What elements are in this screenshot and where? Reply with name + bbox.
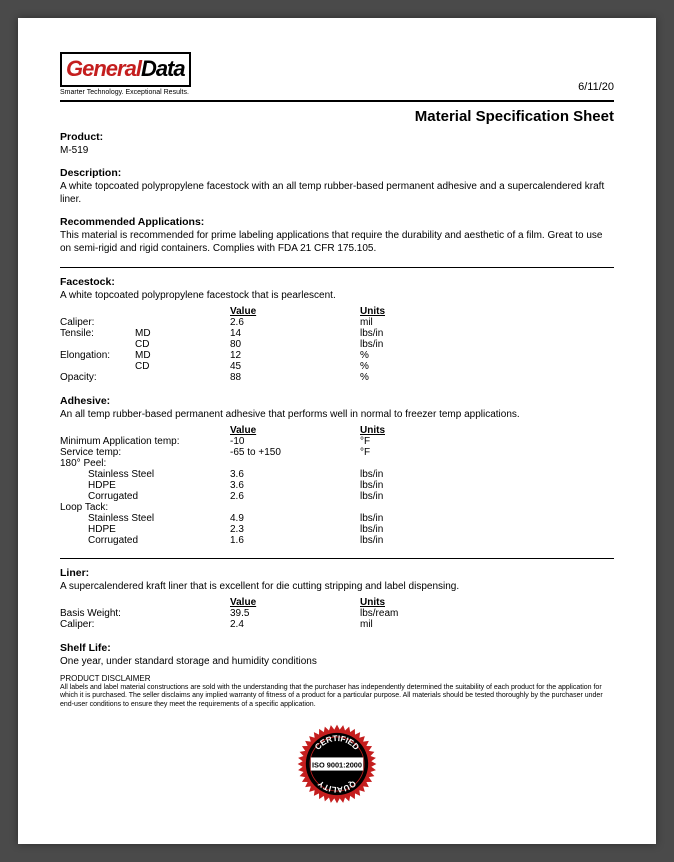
facestock-label: Facestock: [60, 276, 614, 288]
shelf-label: Shelf Life: [60, 642, 614, 654]
product-value: M-519 [60, 144, 614, 157]
logo-box: GeneralData [60, 52, 191, 87]
shelf-text: One year, under standard storage and hum… [60, 655, 614, 668]
table-header: Value Units [60, 306, 614, 317]
loop-tack-label: Loop Tack: [60, 502, 614, 513]
col-value: Value [230, 425, 360, 436]
adhesive-label: Adhesive: [60, 395, 614, 407]
recommended-text: This material is recommended for prime l… [60, 229, 614, 255]
recommended-label: Recommended Applications: [60, 216, 614, 228]
table-row: Tensile:MD14lbs/in [60, 328, 614, 339]
divider-2 [60, 558, 614, 559]
table-row: CD45% [60, 361, 614, 372]
col-units: Units [360, 425, 480, 436]
table-row: CD80lbs/in [60, 339, 614, 350]
table-row: HDPE3.6lbs/in [60, 480, 614, 491]
table-row: Stainless Steel3.6lbs/in [60, 469, 614, 480]
disclaimer-text: All labels and label material constructi… [60, 684, 614, 709]
table-header: Value Units [60, 597, 614, 608]
liner-label: Liner: [60, 567, 614, 579]
table-row: Elongation:MD12% [60, 350, 614, 361]
adhesive-table: Value Units Minimum Application temp:-10… [60, 425, 614, 546]
logo-text: GeneralData [66, 56, 185, 81]
header-rule [60, 100, 614, 102]
col-units: Units [360, 597, 480, 608]
svg-text:ISO 9001:2000: ISO 9001:2000 [312, 760, 362, 769]
col-units: Units [360, 306, 480, 317]
description-label: Description: [60, 167, 614, 179]
table-row: Caliper:2.4mil [60, 619, 614, 630]
col-value: Value [230, 306, 360, 317]
table-row: Corrugated2.6lbs/in [60, 491, 614, 502]
table-row: Service temp:-65 to +150°F [60, 447, 614, 458]
document-page: GeneralData Smarter Technology. Exceptio… [18, 18, 656, 844]
divider-1 [60, 267, 614, 268]
table-header: Value Units [60, 425, 614, 436]
facestock-text: A white topcoated polypropylene facestoc… [60, 289, 614, 302]
table-row: 180° Peel: [60, 458, 614, 469]
table-row: Opacity:88% [60, 372, 614, 383]
logo-tagline: Smarter Technology. Exceptional Results. [60, 89, 191, 96]
iso-badge-icon: CERTIFIEDQUALITYISO 9001:2000 [296, 723, 378, 805]
logo: GeneralData Smarter Technology. Exceptio… [60, 52, 191, 96]
table-row: Minimum Application temp:-10°F [60, 436, 614, 447]
liner-table: Value Units Basis Weight:39.5lbs/reamCal… [60, 597, 614, 630]
col-value: Value [230, 597, 360, 608]
page-title: Material Specification Sheet [60, 108, 614, 125]
disclaimer-label: PRODUCT DISCLAIMER [60, 674, 614, 683]
description-text: A white topcoated polypropylene facestoc… [60, 180, 614, 206]
table-row: Basis Weight:39.5lbs/ream [60, 608, 614, 619]
table-row: HDPE2.3lbs/in [60, 524, 614, 535]
header: GeneralData Smarter Technology. Exceptio… [60, 52, 614, 96]
table-row: Corrugated1.6lbs/in [60, 535, 614, 546]
iso-badge: CERTIFIEDQUALITYISO 9001:2000 [60, 723, 614, 805]
liner-text: A supercalendered kraft liner that is ex… [60, 580, 614, 593]
facestock-table: Value Units Caliper:2.6milTensile:MD14lb… [60, 306, 614, 383]
date: 6/11/20 [578, 81, 614, 96]
table-row: Caliper:2.6mil [60, 317, 614, 328]
table-row: Stainless Steel4.9lbs/in [60, 513, 614, 524]
product-label: Product: [60, 131, 614, 143]
adhesive-text: An all temp rubber-based permanent adhes… [60, 408, 614, 421]
